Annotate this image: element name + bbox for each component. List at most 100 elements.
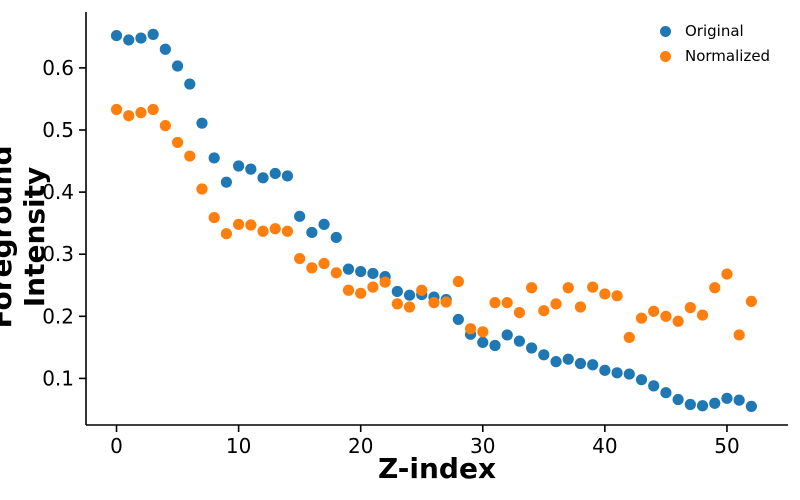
data-point bbox=[416, 284, 428, 296]
y-axis-label: Foreground Intensity bbox=[0, 145, 51, 329]
data-point bbox=[171, 60, 184, 72]
data-point bbox=[147, 28, 159, 40]
legend-item-normalized: Normalized bbox=[660, 47, 770, 65]
data-point bbox=[452, 313, 464, 326]
data-point bbox=[367, 281, 379, 293]
data-point bbox=[330, 267, 342, 279]
data-point bbox=[428, 297, 440, 309]
data-point bbox=[660, 387, 672, 399]
data-point bbox=[464, 323, 477, 335]
y-tick-label: 0.5 bbox=[42, 118, 74, 142]
y-tick-label: 0.1 bbox=[42, 366, 74, 390]
data-point bbox=[245, 163, 257, 175]
data-point bbox=[342, 263, 355, 275]
data-point bbox=[147, 103, 159, 116]
data-point bbox=[635, 374, 648, 386]
data-point bbox=[171, 136, 184, 149]
data-point bbox=[721, 392, 733, 404]
data-point bbox=[403, 301, 416, 313]
data-point bbox=[281, 225, 294, 237]
legend-item-original: Original bbox=[660, 22, 770, 40]
data-point bbox=[342, 284, 355, 296]
data-point bbox=[355, 266, 367, 278]
data-point bbox=[159, 43, 171, 55]
data-point bbox=[281, 170, 294, 182]
data-point bbox=[220, 176, 232, 188]
data-point bbox=[635, 312, 648, 324]
data-point bbox=[269, 167, 281, 180]
data-point bbox=[745, 295, 757, 308]
series-normalized bbox=[110, 103, 757, 344]
x-tick-label: 40 bbox=[592, 434, 617, 458]
data-point bbox=[135, 107, 147, 119]
data-point bbox=[477, 336, 489, 348]
data-point bbox=[501, 297, 513, 309]
data-point bbox=[538, 349, 550, 361]
data-point bbox=[306, 226, 318, 239]
original-series-marker-icon bbox=[660, 25, 671, 37]
data-point bbox=[513, 306, 526, 319]
data-point bbox=[684, 302, 696, 314]
legend: Original Normalized bbox=[660, 22, 770, 65]
x-tick-label: 50 bbox=[714, 434, 739, 458]
data-point bbox=[611, 290, 623, 302]
x-tick-label: 30 bbox=[470, 434, 495, 458]
data-point bbox=[660, 310, 672, 322]
data-point bbox=[709, 282, 721, 294]
x-axis-ticks: 0 10 20 30 40 50 bbox=[110, 425, 740, 458]
y-axis-ticks: 0.1 0.2 0.3 0.4 0.5 0.6 bbox=[42, 56, 86, 390]
data-point bbox=[611, 367, 623, 379]
y-tick-label: 0.4 bbox=[42, 180, 74, 204]
data-point bbox=[233, 218, 245, 230]
data-point bbox=[184, 150, 196, 162]
series-original bbox=[110, 28, 757, 412]
data-point bbox=[489, 339, 501, 352]
data-point bbox=[733, 394, 745, 406]
data-point bbox=[599, 364, 611, 376]
data-point bbox=[367, 267, 379, 280]
data-point bbox=[562, 282, 574, 294]
data-point bbox=[501, 329, 513, 341]
y-tick-label: 0.2 bbox=[42, 304, 74, 328]
data-point bbox=[574, 357, 587, 370]
data-point bbox=[684, 398, 696, 411]
data-point bbox=[233, 160, 245, 172]
data-point bbox=[403, 289, 416, 301]
normalized-series-marker-icon bbox=[660, 50, 671, 62]
data-point bbox=[550, 298, 562, 310]
data-point bbox=[220, 228, 232, 240]
data-point bbox=[709, 397, 721, 409]
data-point bbox=[391, 298, 403, 310]
data-point bbox=[330, 231, 342, 244]
data-point bbox=[452, 275, 464, 288]
data-point bbox=[648, 380, 660, 392]
data-point bbox=[318, 218, 330, 230]
data-point bbox=[477, 326, 489, 338]
data-point bbox=[306, 262, 318, 274]
data-point bbox=[294, 210, 306, 222]
data-point bbox=[135, 32, 147, 44]
data-point bbox=[648, 305, 660, 317]
data-point bbox=[489, 297, 501, 309]
data-point bbox=[269, 223, 281, 235]
data-point bbox=[123, 110, 135, 122]
data-point bbox=[526, 342, 538, 354]
data-point bbox=[294, 252, 306, 265]
data-point bbox=[513, 335, 526, 347]
data-point bbox=[184, 78, 196, 90]
data-point bbox=[245, 219, 257, 231]
data-point bbox=[318, 257, 330, 270]
data-point bbox=[696, 309, 709, 321]
data-point bbox=[733, 329, 745, 341]
axes bbox=[85, 12, 788, 426]
data-point bbox=[574, 301, 587, 313]
data-point bbox=[745, 400, 757, 412]
data-point bbox=[623, 331, 635, 344]
data-point bbox=[696, 400, 709, 412]
data-point bbox=[526, 282, 538, 294]
data-point bbox=[587, 281, 599, 293]
legend-label-normalized: Normalized bbox=[685, 47, 771, 65]
data-point bbox=[123, 34, 135, 46]
data-point bbox=[550, 356, 562, 368]
